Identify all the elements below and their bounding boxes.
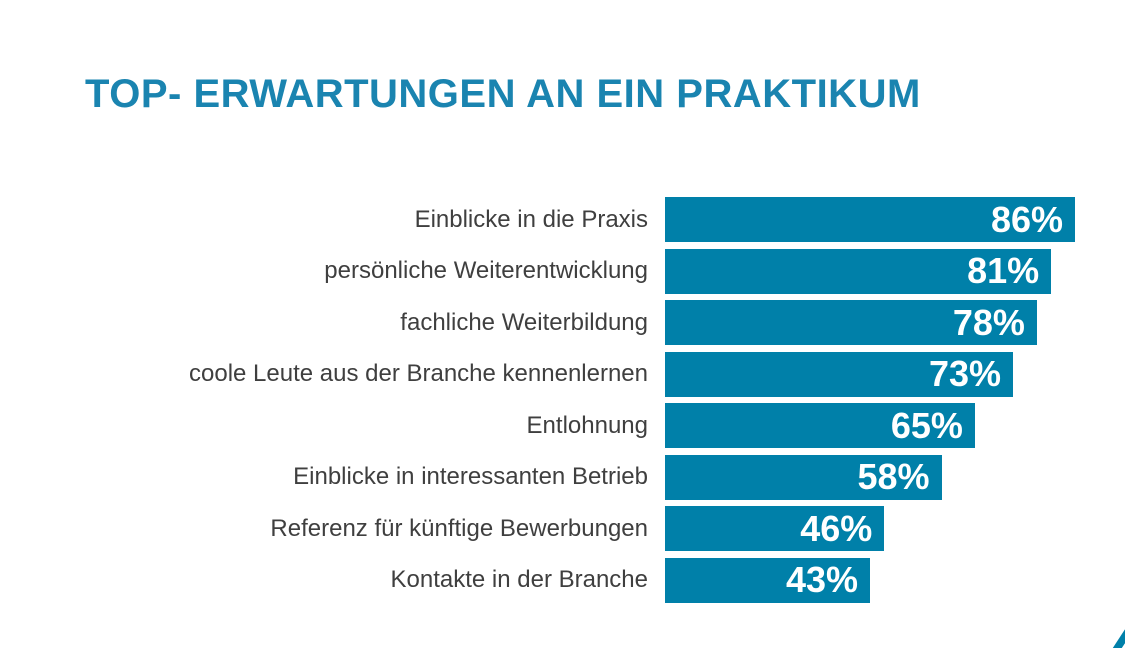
- bar-row: persönliche Weiterentwicklung 81%: [0, 248, 1125, 294]
- bar-row: coole Leute aus der Branche kennenlernen…: [0, 351, 1125, 397]
- bar-category-label: Entlohnung: [526, 411, 648, 439]
- bar: 81%: [665, 248, 1052, 294]
- bar: 46%: [665, 506, 885, 551]
- bar-category-label: coole Leute aus der Branche kennenlernen: [189, 360, 648, 387]
- bar-chart: Einblicke in die Praxis 86% persönliche …: [0, 197, 1125, 609]
- bar-row: Referenz für künftige Bewerbungen 46%: [0, 506, 1125, 551]
- bar-value-label: 86%: [990, 198, 1063, 240]
- bar: 86%: [665, 197, 1075, 242]
- bar-value-label: 46%: [800, 507, 873, 549]
- bar: 73%: [665, 351, 1013, 397]
- corner-slash-decoration: [1102, 616, 1125, 648]
- bar-row: Einblicke in interessanten Betrieb 58%: [0, 454, 1125, 500]
- bar: 58%: [665, 454, 942, 500]
- bar-category-label: fachliche Weiterbildung: [400, 308, 648, 336]
- bar: 78%: [665, 300, 1037, 345]
- bar-row: Entlohnung 65%: [0, 403, 1125, 448]
- bar-value-label: 65%: [890, 404, 963, 446]
- bar-category-label: Einblicke in die Praxis: [414, 205, 648, 233]
- bar-value-label: 58%: [857, 456, 930, 497]
- bar-category-label: persönliche Weiterentwicklung: [324, 257, 648, 284]
- bar-row: Einblicke in die Praxis 86%: [0, 197, 1125, 242]
- bar-row: fachliche Weiterbildung 78%: [0, 300, 1125, 345]
- bar: 65%: [665, 403, 975, 448]
- bar-value-label: 43%: [785, 559, 858, 600]
- bar-row: Kontakte in der Branche 43%: [0, 557, 1125, 603]
- bar-category-label: Referenz für künftige Bewerbungen: [270, 514, 648, 542]
- chart-title: TOP- ERWARTUNGEN AN EIN PRAKTIKUM: [85, 72, 921, 116]
- bar-category-label: Einblicke in interessanten Betrieb: [293, 463, 648, 490]
- bar: 43%: [665, 557, 870, 603]
- bar-category-label: Kontakte in der Branche: [390, 566, 649, 593]
- bar-value-label: 78%: [952, 301, 1025, 343]
- bar-value-label: 73%: [928, 353, 1001, 394]
- bar-value-label: 81%: [967, 250, 1040, 291]
